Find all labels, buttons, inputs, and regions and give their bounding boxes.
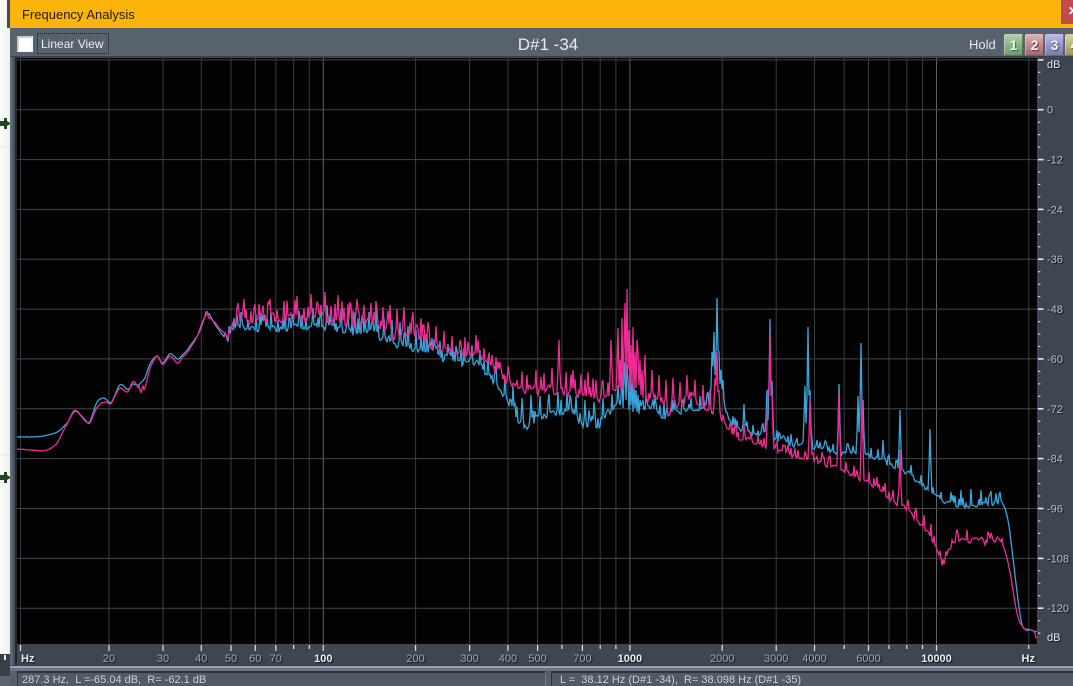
svg-text:3000: 3000	[764, 653, 788, 665]
svg-text:-12: -12	[1047, 155, 1063, 167]
svg-text:700: 700	[573, 653, 591, 665]
svg-text:10000: 10000	[921, 653, 952, 665]
svg-text:500: 500	[528, 653, 546, 665]
svg-text:4000: 4000	[802, 653, 826, 665]
svg-text:Hz: Hz	[1022, 653, 1036, 665]
svg-text:100: 100	[314, 653, 332, 665]
svg-text:-48: -48	[1047, 304, 1063, 316]
svg-text:dB: dB	[1047, 59, 1060, 71]
svg-text:30: 30	[157, 653, 169, 665]
svg-text:300: 300	[460, 653, 478, 665]
svg-text:dB: dB	[1047, 632, 1060, 644]
svg-text:6000: 6000	[856, 653, 880, 665]
svg-text:-108: -108	[1047, 553, 1069, 565]
svg-text:-60: -60	[1047, 354, 1063, 366]
svg-text:1000: 1000	[618, 653, 642, 665]
svg-text:200: 200	[406, 653, 424, 665]
svg-text:400: 400	[499, 653, 517, 665]
svg-text:-84: -84	[1047, 454, 1063, 466]
svg-text:-24: -24	[1047, 204, 1063, 216]
svg-text:-72: -72	[1047, 404, 1063, 416]
svg-text:50: 50	[225, 653, 237, 665]
svg-text:-36: -36	[1047, 254, 1063, 266]
svg-text:2000: 2000	[710, 653, 734, 665]
svg-text:-96: -96	[1047, 504, 1063, 516]
svg-text:40: 40	[195, 653, 207, 665]
svg-text:60: 60	[249, 653, 261, 665]
svg-text:20: 20	[103, 653, 115, 665]
svg-text:0: 0	[1047, 105, 1053, 117]
svg-text:70: 70	[270, 653, 282, 665]
svg-text:Hz: Hz	[21, 653, 35, 665]
svg-text:-120: -120	[1047, 603, 1069, 615]
